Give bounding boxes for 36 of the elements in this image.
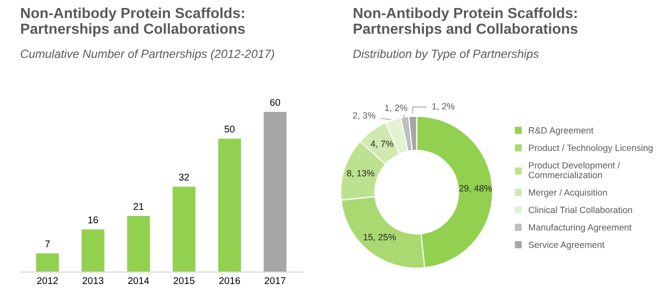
- x-tick-label: 2015: [174, 277, 194, 284]
- bar: [36, 253, 59, 272]
- x-tick-label: 2013: [82, 277, 104, 284]
- legend-label: Product Development / Commercialization: [528, 162, 620, 178]
- data-label: 4, 7%: [370, 140, 394, 148]
- chart-subtitle: Distribution by Type of Partnerships: [353, 49, 539, 60]
- legend-label: Product / Technology Licensing: [529, 144, 652, 153]
- bar: [172, 186, 196, 272]
- legend-label: R&D Agreement: [529, 127, 594, 136]
- chart-subtitle: Cumulative Number of Partnerships (2012-2017): [20, 49, 274, 60]
- legend-label: Merger / Acquisition: [529, 189, 607, 198]
- data-label: 50: [224, 126, 235, 133]
- data-label: 15, 25%: [364, 234, 396, 242]
- legend-label: Manufacturing Agreement: [529, 224, 632, 232]
- data-label: 32: [179, 174, 189, 181]
- bar: [218, 138, 241, 272]
- data-label: 1, 2%: [385, 104, 408, 112]
- data-label: 16: [88, 216, 98, 224]
- bar: [264, 112, 286, 272]
- data-label: 1, 2%: [432, 103, 454, 111]
- legend-label: Clinical Trial Collaboration: [528, 206, 632, 214]
- data-label: 29, 48%: [459, 185, 492, 193]
- data-label: 8, 13%: [346, 170, 374, 178]
- x-tick-label: 2012: [37, 277, 58, 284]
- chart-title: Non-Antibody Protein Scaffolds: Partnerships and Collaborations: [21, 7, 245, 37]
- x-tick-label: 2014: [128, 277, 150, 284]
- data-label: 60: [270, 98, 280, 106]
- x-tick-label: 2017: [264, 277, 286, 284]
- data-label: 7: [45, 240, 50, 248]
- x-tick-label: 2016: [219, 277, 240, 284]
- bar: [127, 216, 150, 272]
- chart-title: Non-Antibody Protein Scaffolds: Partnerships and Collaborations: [354, 7, 578, 37]
- data-label: 2, 3%: [352, 112, 376, 120]
- legend-label: Service Agreement: [528, 241, 604, 250]
- bar: [82, 229, 104, 272]
- data-label: 21: [134, 203, 144, 210]
